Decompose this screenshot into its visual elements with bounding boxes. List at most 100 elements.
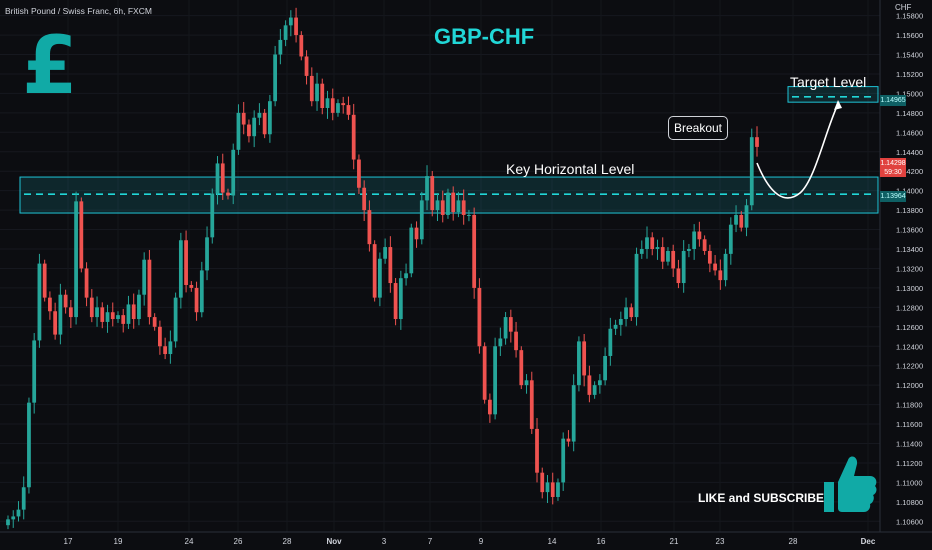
candle-body[interactable] — [503, 317, 508, 339]
candle-body[interactable] — [425, 176, 429, 201]
candle-body[interactable] — [482, 346, 487, 400]
candle-body[interactable] — [603, 355, 607, 381]
candle-body[interactable] — [435, 200, 440, 211]
candle-body[interactable] — [236, 112, 241, 150]
candle-body[interactable] — [194, 287, 199, 313]
candle-body[interactable] — [74, 201, 78, 318]
candle-body[interactable] — [692, 231, 697, 250]
candle-body[interactable] — [21, 487, 26, 510]
candle-body[interactable] — [519, 350, 524, 386]
candle-body[interactable] — [142, 259, 147, 295]
candle-body[interactable] — [257, 112, 262, 118]
candle-body[interactable] — [744, 205, 749, 228]
candle-body[interactable] — [27, 402, 31, 488]
candle-body[interactable] — [372, 244, 377, 298]
candle-body[interactable] — [430, 176, 435, 211]
candle-body[interactable] — [16, 509, 21, 517]
candle-body[interactable] — [346, 105, 351, 115]
candle-body[interactable] — [550, 482, 555, 497]
candle-body[interactable] — [451, 192, 456, 213]
candle-body[interactable] — [126, 304, 131, 324]
candle-body[interactable] — [121, 315, 126, 324]
candle-body[interactable] — [577, 341, 581, 386]
candle-body[interactable] — [592, 385, 597, 395]
candle-body[interactable] — [325, 98, 330, 108]
candle-body[interactable] — [278, 39, 283, 55]
candle-body[interactable] — [11, 516, 16, 520]
candle-body[interactable] — [566, 438, 571, 442]
candle-body[interactable] — [556, 482, 560, 497]
candle-body[interactable] — [304, 56, 309, 76]
candle-body[interactable] — [205, 237, 209, 271]
candle-body[interactable] — [168, 341, 173, 355]
candle-body[interactable] — [6, 519, 10, 526]
candle-body[interactable] — [676, 268, 681, 284]
candle-body[interactable] — [713, 263, 717, 271]
candle-body[interactable] — [467, 214, 471, 216]
candle-body[interactable] — [582, 341, 587, 376]
candle-body[interactable] — [351, 114, 356, 160]
candle-body[interactable] — [315, 83, 319, 102]
candle-body[interactable] — [398, 278, 403, 320]
candle-body[interactable] — [220, 163, 225, 193]
candle-body[interactable] — [456, 200, 461, 213]
candle-body[interactable] — [487, 399, 492, 415]
candle-body[interactable] — [199, 270, 204, 313]
candle-body[interactable] — [671, 250, 676, 269]
candle-body[interactable] — [524, 380, 529, 386]
candle-body[interactable] — [702, 239, 707, 251]
candle-body[interactable] — [173, 297, 178, 342]
candle-body[interactable] — [493, 346, 497, 415]
candle-body[interactable] — [131, 304, 136, 320]
candle-body[interactable] — [210, 193, 215, 238]
candle-body[interactable] — [723, 253, 728, 281]
candle-body[interactable] — [687, 249, 691, 251]
candle-body[interactable] — [184, 240, 188, 285]
candle-body[interactable] — [357, 159, 361, 188]
candle-body[interactable] — [587, 375, 592, 395]
candle-body[interactable] — [508, 317, 513, 332]
time-axis[interactable]: 17 19 24 26 28 Nov 3 7 9 14 16 21 23 28 Dec — [0, 531, 932, 546]
candle-body[interactable] — [273, 54, 278, 102]
candle-body[interactable] — [84, 268, 89, 298]
candle-body[interactable] — [105, 312, 110, 322]
candle-body[interactable] — [545, 482, 550, 493]
candle-body[interactable] — [215, 163, 220, 194]
candle-body[interactable] — [707, 250, 712, 264]
candle-body[interactable] — [110, 312, 115, 320]
candle-body[interactable] — [63, 294, 68, 308]
candle-body[interactable] — [95, 307, 99, 318]
candle-body[interactable] — [152, 317, 157, 327]
candle-body[interactable] — [58, 294, 63, 335]
candle-body[interactable] — [137, 294, 141, 320]
candle-body[interactable] — [299, 35, 304, 57]
candles[interactable] — [6, 7, 759, 530]
candle-body[interactable] — [79, 201, 84, 269]
candle-body[interactable] — [262, 112, 267, 135]
candle-body[interactable] — [116, 315, 120, 320]
candle-body[interactable] — [409, 227, 414, 274]
candle-body[interactable] — [514, 331, 518, 351]
candle-body[interactable] — [498, 338, 503, 347]
candle-body[interactable] — [48, 297, 52, 312]
candle-body[interactable] — [32, 340, 37, 403]
candle-body[interactable] — [561, 438, 566, 483]
candle-body[interactable] — [89, 297, 94, 318]
price-axis[interactable]: 1.15800 1.15600 1.15400 1.15200 1.15000 1.148… — [879, 0, 923, 532]
candle-body[interactable] — [330, 98, 335, 113]
candle-body[interactable] — [178, 240, 183, 298]
candle-body[interactable] — [681, 250, 686, 284]
candle-body[interactable] — [755, 137, 759, 147]
candle-body[interactable] — [529, 380, 534, 429]
candle-body[interactable] — [231, 149, 236, 196]
candle-body[interactable] — [540, 472, 545, 493]
candle-body[interactable] — [461, 200, 466, 215]
candle-body[interactable] — [383, 247, 388, 259]
candle-body[interactable] — [68, 307, 73, 318]
candle-body[interactable] — [252, 117, 257, 137]
candle-body[interactable] — [320, 83, 325, 108]
candle-body[interactable] — [414, 227, 419, 240]
candle-body[interactable] — [718, 270, 723, 281]
candle-body[interactable] — [419, 200, 424, 240]
